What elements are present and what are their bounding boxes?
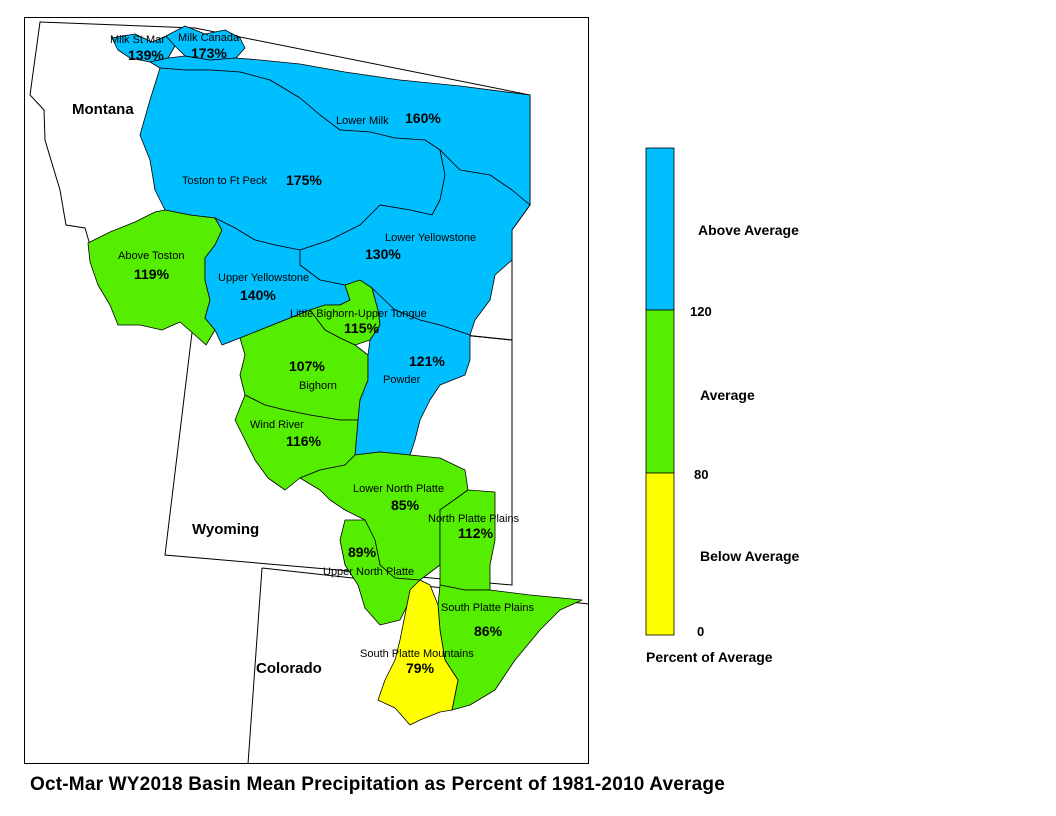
basin-pct-lower-milk: 160% [405, 110, 441, 126]
state-label-wyoming: Wyoming [192, 521, 259, 538]
basin-milk-canada[interactable] [165, 25, 246, 61]
basin-name-wind-river: Wind River [250, 419, 304, 431]
basin-powder[interactable] [354, 287, 471, 456]
basin-labels: Milk St Mar 139% Milk Canada 173% Lower … [110, 32, 534, 676]
legend-swatch-below-average [645, 472, 675, 636]
basin-name-upper-yellowstone: Upper Yellowstone [218, 272, 309, 284]
basin-name-bighorn: Bighorn [299, 380, 337, 392]
basin-pct-south-platte-mountains: 79% [406, 660, 435, 676]
basin-milk-st-mary[interactable] [111, 33, 176, 63]
basin-pct-upper-north-platte: 89% [348, 544, 377, 560]
basin-name-powder: Powder [383, 374, 421, 386]
basin-pct-south-platte-plains: 86% [474, 623, 503, 639]
basin-upper-north-platte[interactable] [339, 519, 421, 626]
basin-name-milk-st-mary: Milk St Mar [110, 34, 165, 46]
basin-name-lower-yellowstone: Lower Yellowstone [385, 232, 476, 244]
basin-name-toston-to-ft-peck: Toston to Ft Peck [182, 175, 267, 187]
basin-polygons [87, 25, 583, 726]
basin-pct-north-platte-plains: 112% [458, 525, 494, 541]
legend-tick-80: 80 [694, 467, 708, 482]
basin-name-north-platte-plains: North Platte Plains [428, 513, 520, 525]
legend-tick-120: 120 [690, 304, 712, 319]
basin-pct-powder: 121% [409, 353, 445, 369]
basin-pct-lower-yellowstone: 130% [365, 246, 401, 262]
legend-swatch-above-average [645, 147, 675, 311]
basin-pct-lower-north-platte: 85% [391, 497, 420, 513]
basin-name-lower-milk: Lower Milk [336, 115, 389, 127]
state-labels: Montana Wyoming Colorado [72, 101, 322, 677]
state-label-montana: Montana [72, 101, 134, 118]
basin-pct-milk-canada: 173% [191, 45, 227, 61]
basin-name-little-bighorn-upper-tongue: Little Bighorn-Upper Tongue [290, 308, 427, 320]
basin-south-platte-mountains[interactable] [377, 579, 459, 726]
state-label-colorado: Colorado [256, 660, 322, 677]
basin-pct-bighorn: 107% [289, 358, 325, 374]
basin-name-above-toston: Above Toston [118, 250, 184, 262]
legend-title: Percent of Average [646, 649, 773, 665]
basin-name-milk-canada: Milk Canada [178, 32, 240, 44]
basin-name-upper-north-platte: Upper North Platte [323, 566, 414, 578]
basin-pct-upper-yellowstone: 140% [240, 287, 276, 303]
basin-pct-little-bighorn-upper-tongue: 115% [344, 320, 380, 336]
legend: Above Average Average Below Average 120 … [645, 147, 800, 665]
legend-label-average: Average [700, 387, 755, 403]
basin-pct-wind-river: 116% [286, 433, 322, 449]
basin-pct-toston-to-ft-peck: 175% [286, 172, 322, 188]
legend-swatch-average [645, 309, 675, 474]
basin-pct-milk-st-mary: 139% [128, 47, 164, 63]
legend-label-below-average: Below Average [700, 548, 800, 564]
basin-name-lower-north-platte: Lower North Platte [353, 483, 444, 495]
basin-name-south-platte-plains: South Platte Plains [441, 602, 534, 614]
legend-label-above-average: Above Average [698, 222, 799, 238]
map-title: Oct-Mar WY2018 Basin Mean Precipitation … [30, 774, 725, 795]
basin-pct-above-toston: 119% [134, 266, 170, 282]
basin-name-south-platte-mountains: South Platte Mountains [360, 648, 474, 660]
map-frame [24, 17, 589, 764]
legend-tick-0: 0 [697, 624, 704, 639]
